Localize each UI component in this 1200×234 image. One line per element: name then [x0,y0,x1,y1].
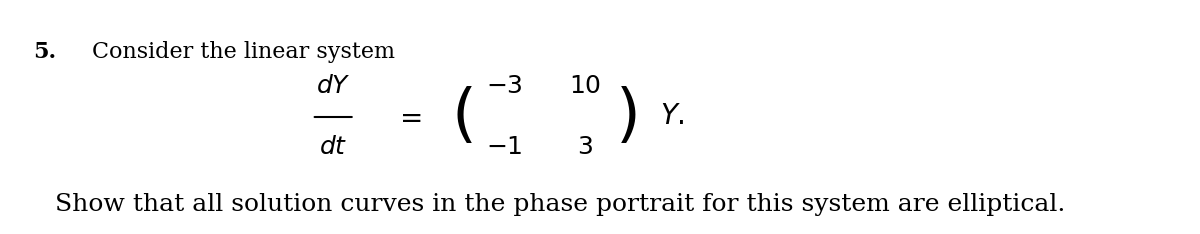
Text: $3$: $3$ [577,135,593,159]
Text: $-3$: $-3$ [486,75,523,99]
Text: $10$: $10$ [569,75,601,99]
Text: $-1$: $-1$ [486,135,523,159]
Text: $)$: $)$ [614,86,636,148]
Text: $Y.$: $Y.$ [660,103,684,131]
Text: 5.: 5. [34,41,56,63]
Text: $dY$: $dY$ [316,75,350,99]
Text: $($: $($ [451,86,473,148]
Text: $=$: $=$ [395,103,422,131]
Text: Consider the linear system: Consider the linear system [92,41,395,63]
Text: $dt$: $dt$ [319,135,348,159]
Text: Show that all solution curves in the phase portrait for this system are elliptic: Show that all solution curves in the pha… [55,193,1066,216]
